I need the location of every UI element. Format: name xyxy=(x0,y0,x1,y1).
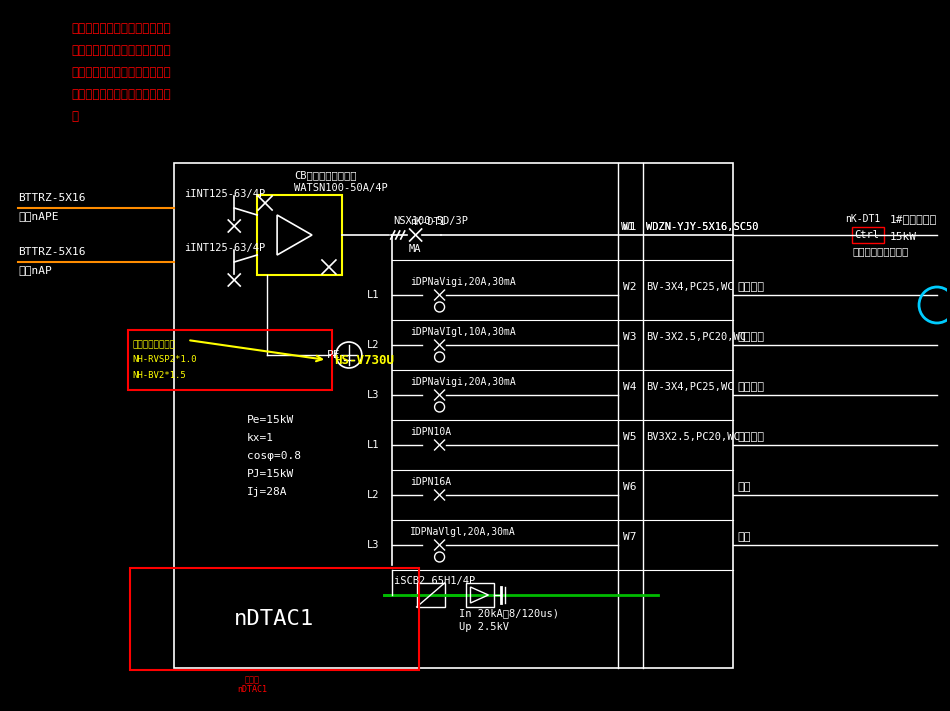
Text: 盘: 盘 xyxy=(72,109,79,122)
Text: WDZN-YJY-5X16,SC50: WDZN-YJY-5X16,SC50 xyxy=(646,222,758,232)
Bar xyxy=(417,583,445,607)
Bar xyxy=(127,330,332,390)
Text: 鼎海电源监控装置: 鼎海电源监控装置 xyxy=(133,341,176,350)
Text: L2: L2 xyxy=(367,490,379,500)
Text: BV-3X4,PC25,WC: BV-3X4,PC25,WC xyxy=(646,382,733,392)
Text: 为什么？再者控制中心没有电源: 为什么？再者控制中心没有电源 xyxy=(72,87,172,100)
Text: L1: L1 xyxy=(367,290,379,300)
Text: 引自nAP: 引自nAP xyxy=(18,265,51,275)
Text: W2: W2 xyxy=(623,282,636,292)
Text: nDTAC1: nDTAC1 xyxy=(234,609,314,629)
Text: 备用: 备用 xyxy=(737,532,751,542)
Text: W7: W7 xyxy=(623,532,636,542)
Text: kx=1: kx=1 xyxy=(247,433,275,443)
Text: WDZN-YJY-5X16,SC50: WDZN-YJY-5X16,SC50 xyxy=(646,222,758,232)
Text: 1#电梯控制箱: 1#电梯控制箱 xyxy=(890,214,938,224)
Text: In 20kA（8/120us): In 20kA（8/120us) xyxy=(459,608,559,618)
Text: 电源线，还有端子箱进来的通讯: 电源线，还有端子箱进来的通讯 xyxy=(72,43,172,56)
Text: W5: W5 xyxy=(623,432,636,442)
Text: （控制箱厂家配套）: （控制箱厂家配套） xyxy=(852,246,908,256)
Text: W1: W1 xyxy=(623,222,636,232)
Text: NH-BV2*1.5: NH-BV2*1.5 xyxy=(133,370,186,380)
Text: HS-V730U: HS-V730U xyxy=(333,353,394,366)
Text: BV3X2.5,PC20,WC: BV3X2.5,PC20,WC xyxy=(646,432,740,442)
Text: cosφ=0.8: cosφ=0.8 xyxy=(247,451,301,461)
Text: W1: W1 xyxy=(621,222,635,232)
Text: nDTAC1: nDTAC1 xyxy=(238,685,267,695)
Text: W6: W6 xyxy=(623,482,636,492)
Text: BV-3X2.5,PC20,WC: BV-3X2.5,PC20,WC xyxy=(646,332,746,342)
Text: 备用: 备用 xyxy=(737,482,751,492)
Text: nK-DT1: nK-DT1 xyxy=(409,217,445,227)
Bar xyxy=(175,163,732,668)
Text: 引自nAPE: 引自nAPE xyxy=(18,211,59,221)
Text: W3: W3 xyxy=(623,332,636,342)
Text: BTTRZ-5X16: BTTRZ-5X16 xyxy=(18,247,85,257)
Text: L3: L3 xyxy=(367,390,379,400)
Text: Ij=28A: Ij=28A xyxy=(247,487,288,497)
Text: 井道照明: 井道照明 xyxy=(737,332,765,342)
Text: iDPNaVigi,20A,30mA: iDPNaVigi,20A,30mA xyxy=(409,277,516,287)
Text: W4: W4 xyxy=(623,382,636,392)
Text: L1: L1 xyxy=(367,440,379,450)
Text: NH-RVSP2*1.0: NH-RVSP2*1.0 xyxy=(133,356,197,365)
Text: 15kW: 15kW xyxy=(890,232,917,242)
Text: NSX100-5D/3P: NSX100-5D/3P xyxy=(393,216,468,226)
Text: 电源线，但只看到电源监控线，: 电源线，但只看到电源监控线， xyxy=(72,65,172,78)
Bar xyxy=(852,227,884,243)
Text: WATSN100-50A/4P: WATSN100-50A/4P xyxy=(294,183,388,193)
Bar xyxy=(466,583,494,607)
Text: BTTRZ-5X16: BTTRZ-5X16 xyxy=(18,193,85,203)
Text: Up 2.5kV: Up 2.5kV xyxy=(459,622,508,632)
Bar xyxy=(129,568,419,670)
Text: iSCB2 65H1/4P: iSCB2 65H1/4P xyxy=(393,576,475,586)
Text: iDPN16A: iDPN16A xyxy=(409,477,451,487)
Text: 机房照明: 机房照明 xyxy=(737,432,765,442)
Text: 消防电梯进来的有电源监控通讯: 消防电梯进来的有电源监控通讯 xyxy=(72,21,172,35)
Text: nK-DT1: nK-DT1 xyxy=(846,214,881,224)
Text: CB级，仅带短路保护: CB级，仅带短路保护 xyxy=(294,170,356,180)
Text: 机房插座: 机房插座 xyxy=(737,382,765,392)
Text: 配电箱: 配电箱 xyxy=(245,675,259,685)
Text: MA: MA xyxy=(408,244,421,254)
Text: iINT125-63/4P: iINT125-63/4P xyxy=(184,189,266,199)
Text: BV-3X4,PC25,WC: BV-3X4,PC25,WC xyxy=(646,282,733,292)
Text: L3: L3 xyxy=(367,540,379,550)
Text: L2: L2 xyxy=(367,340,379,350)
Text: PE: PE xyxy=(327,350,340,360)
Text: IDPNaVlgl,20A,30mA: IDPNaVlgl,20A,30mA xyxy=(409,527,516,537)
Text: Ctrl: Ctrl xyxy=(854,230,880,240)
Bar xyxy=(257,195,342,275)
Text: iDPNaVIgl,10A,30mA: iDPNaVIgl,10A,30mA xyxy=(409,327,516,337)
Text: 井道插座: 井道插座 xyxy=(737,282,765,292)
Text: Pe=15kW: Pe=15kW xyxy=(247,415,294,425)
Text: PJ=15kW: PJ=15kW xyxy=(247,469,294,479)
Text: iDPNaVigi,20A,30mA: iDPNaVigi,20A,30mA xyxy=(409,377,516,387)
Text: iINT125-63/4P: iINT125-63/4P xyxy=(184,243,266,253)
Text: iDPN10A: iDPN10A xyxy=(409,427,451,437)
